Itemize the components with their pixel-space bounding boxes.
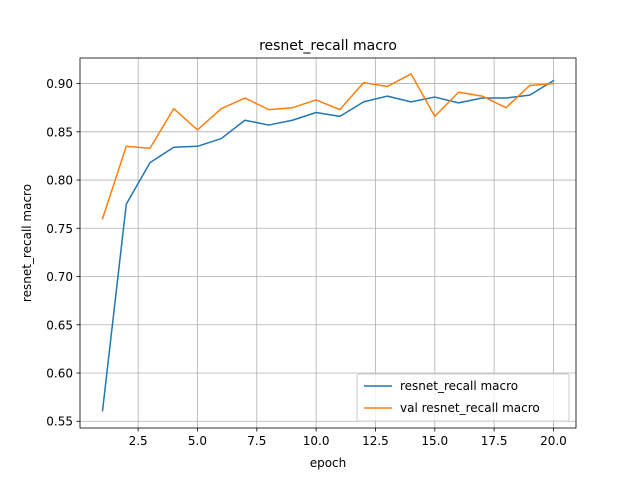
y-tick-label: 0.75 — [46, 222, 73, 236]
y-tick-label: 0.65 — [46, 318, 73, 332]
legend-label-series-1: resnet_recall macro — [400, 379, 518, 393]
legend-label-series-2: val resnet_recall macro — [400, 401, 540, 415]
ticks: 2.5 5.0 7.5 10.0 12.5 15.0 17.5 20.0 0.55 0.60 0.6… — [46, 77, 567, 448]
y-tick-label: 0.85 — [46, 125, 73, 139]
grid — [80, 58, 576, 428]
legend: resnet_recall macro val resnet_recall ma… — [356, 373, 570, 422]
x-tick-label: 12.5 — [362, 434, 389, 448]
series-line-1 — [101, 79, 555, 412]
chart-title: resnet_recall macro — [259, 38, 397, 54]
y-tick-label: 0.70 — [46, 270, 73, 284]
x-axis-label: epoch — [310, 456, 347, 470]
x-tick-label: 10.0 — [303, 434, 330, 448]
y-tick-label: 0.55 — [46, 415, 73, 429]
legend-box — [356, 373, 570, 422]
x-tick-label: 5.0 — [188, 434, 207, 448]
x-tick-label: 17.5 — [481, 434, 508, 448]
y-tick-label: 0.80 — [46, 174, 73, 188]
x-tick-label: 7.5 — [247, 434, 266, 448]
series-lines — [101, 73, 555, 412]
y-tick-label: 0.90 — [46, 77, 73, 91]
y-axis-label: resnet_recall macro — [20, 184, 34, 302]
x-tick-label: 2.5 — [129, 434, 148, 448]
y-tick-label: 0.60 — [46, 367, 73, 381]
series-line-2 — [101, 73, 555, 220]
x-tick-label: 15.0 — [421, 434, 448, 448]
x-tick-label: 20.0 — [540, 434, 567, 448]
plot-frame — [79, 57, 577, 429]
